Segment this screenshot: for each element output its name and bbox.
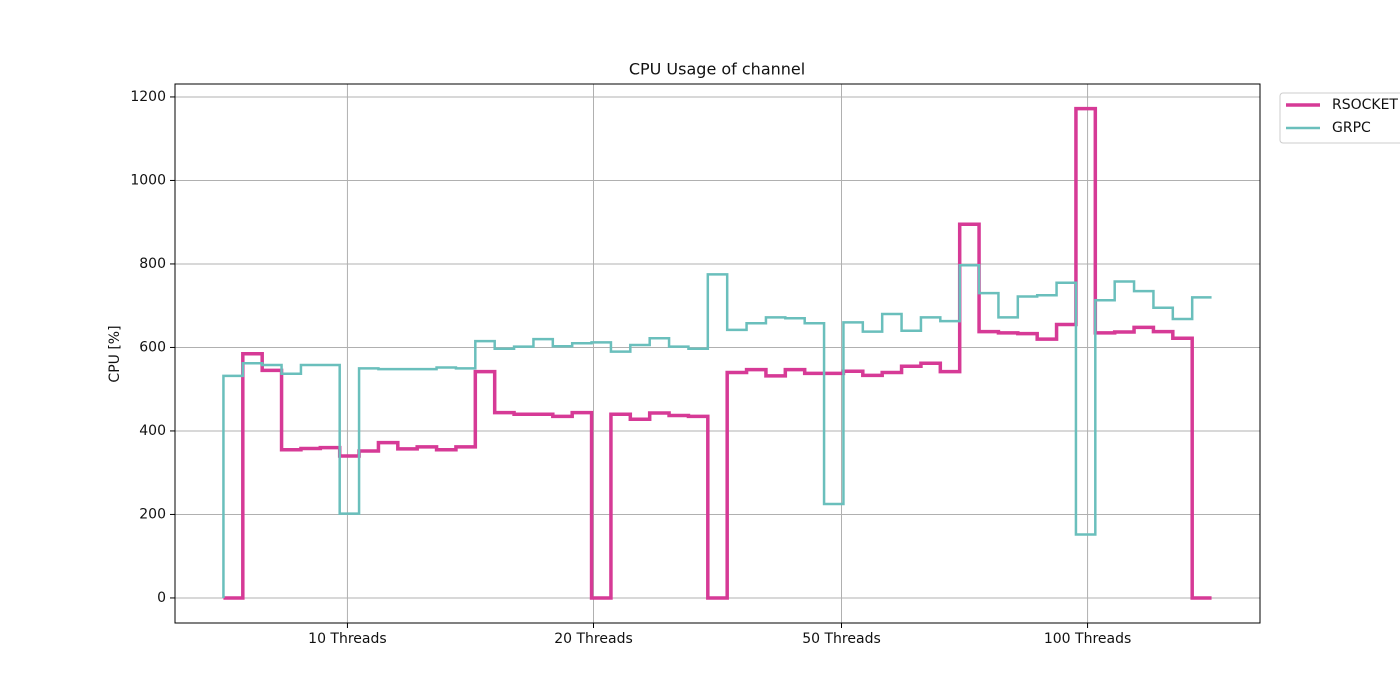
y-tick-label: 1200 bbox=[130, 89, 166, 105]
chart-title: CPU Usage of channel bbox=[629, 60, 805, 79]
y-tick-label: 400 bbox=[139, 423, 166, 439]
x-tick-label: 50 Threads bbox=[802, 631, 881, 647]
plot-frame bbox=[174, 83, 1261, 624]
legend-label: RSOCKET bbox=[1332, 97, 1398, 113]
y-tick-label: 1000 bbox=[130, 172, 166, 188]
x-tick-label: 20 Threads bbox=[554, 631, 633, 647]
x-tick-label: 10 Threads bbox=[308, 631, 387, 647]
y-axis-label: CPU [%] bbox=[107, 325, 123, 382]
y-tick-label: 800 bbox=[139, 256, 166, 272]
series-line bbox=[223, 106, 1212, 600]
series-line bbox=[222, 263, 1212, 598]
y-tick-label: 200 bbox=[139, 506, 166, 522]
legend-label: GRPC bbox=[1332, 120, 1371, 136]
y-tick-label: 600 bbox=[139, 339, 166, 355]
y-tick-label: 0 bbox=[157, 590, 166, 606]
x-tick-label: 100 Threads bbox=[1044, 631, 1131, 647]
